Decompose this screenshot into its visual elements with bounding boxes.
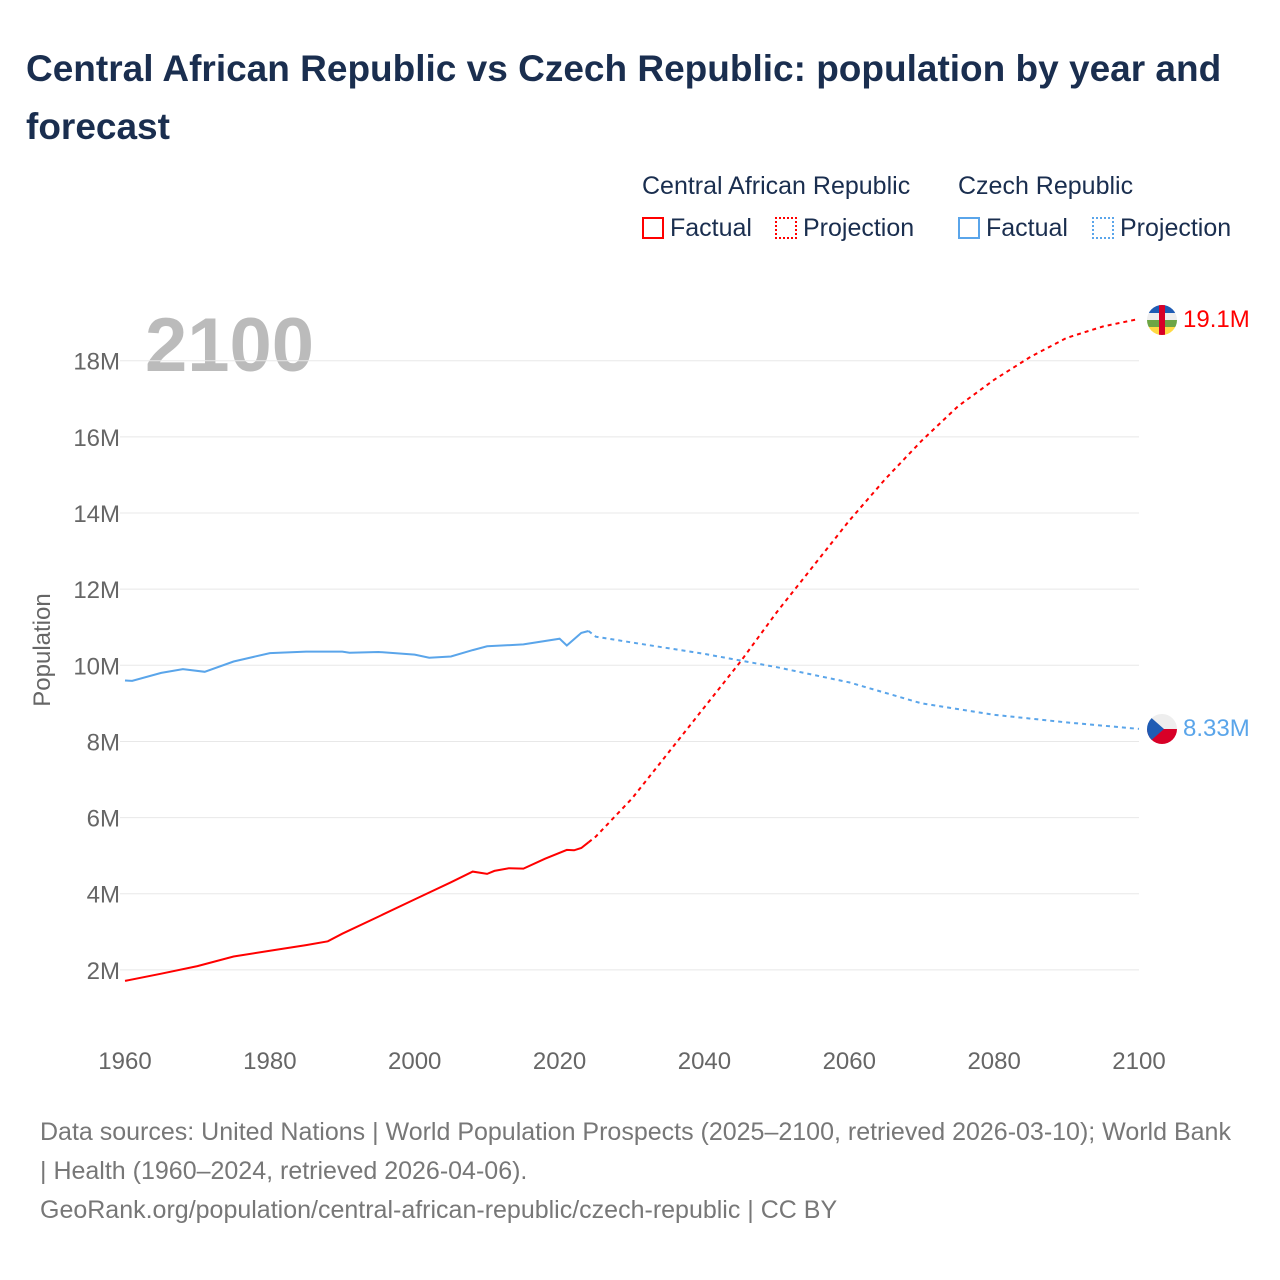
- y-tick-label: 8M: [87, 729, 120, 756]
- dotted-swatch-icon: [1092, 217, 1114, 239]
- x-tick-label: 2040: [678, 1048, 731, 1075]
- legend-label: Factual: [670, 214, 752, 242]
- solid-swatch-icon: [958, 217, 980, 239]
- car-flag-icon: [1147, 305, 1177, 335]
- legend-car-factual[interactable]: Factual: [642, 214, 752, 243]
- x-tick-label: 2080: [967, 1048, 1020, 1075]
- legend-car-projection[interactable]: Projection: [775, 214, 914, 243]
- x-tick-label: 2000: [388, 1048, 441, 1075]
- car-end-label: 19.1M: [1183, 306, 1250, 333]
- legend-czech-factual[interactable]: Factual: [958, 214, 1068, 243]
- dotted-swatch-icon: [775, 217, 797, 239]
- y-tick-label: 16M: [73, 425, 120, 452]
- x-tick-label: 1980: [243, 1048, 296, 1075]
- czech-flag-icon: [1147, 714, 1177, 744]
- y-tick-label: 2M: [87, 958, 120, 985]
- footer: Data sources: United Nations | World Pop…: [40, 1113, 1240, 1230]
- x-tick-label: 2100: [1112, 1048, 1165, 1075]
- legend-label: Projection: [1120, 214, 1232, 242]
- x-tick-label: 2060: [823, 1048, 876, 1075]
- source-link[interactable]: GeoRank.org/population/central-african-r…: [40, 1196, 838, 1224]
- data-sources: Data sources: United Nations | World Pop…: [40, 1118, 1231, 1185]
- chart-title: Central African Republic vs Czech Republ…: [26, 48, 1222, 147]
- y-axis-label: Population: [29, 593, 56, 706]
- y-tick-label: 18M: [73, 349, 120, 376]
- series-1-projection-line: [587, 630, 1140, 730]
- y-tick-label: 10M: [73, 653, 120, 680]
- x-tick-label: 1960: [98, 1048, 151, 1075]
- solid-swatch-icon: [642, 217, 664, 239]
- legend-group-title: Czech Republic: [958, 172, 1134, 200]
- x-tick-label: 2020: [533, 1048, 586, 1075]
- y-tick-label: 14M: [73, 501, 120, 528]
- series-0-factual-line: [124, 841, 590, 982]
- y-tick-label: 4M: [87, 882, 120, 909]
- legend-label: Projection: [803, 214, 915, 242]
- legend-label: Factual: [986, 214, 1068, 242]
- czech-end-label: 8.33M: [1183, 715, 1250, 742]
- legend-czech-projection[interactable]: Projection: [1092, 214, 1231, 243]
- legend-group-title: Central African Republic: [642, 172, 911, 200]
- year-watermark: 2100: [145, 303, 314, 388]
- series-1-factual-line: [124, 630, 589, 682]
- series-0-projection-line: [587, 317, 1140, 844]
- y-tick-label: 12M: [73, 577, 120, 604]
- y-tick-label: 6M: [87, 806, 120, 833]
